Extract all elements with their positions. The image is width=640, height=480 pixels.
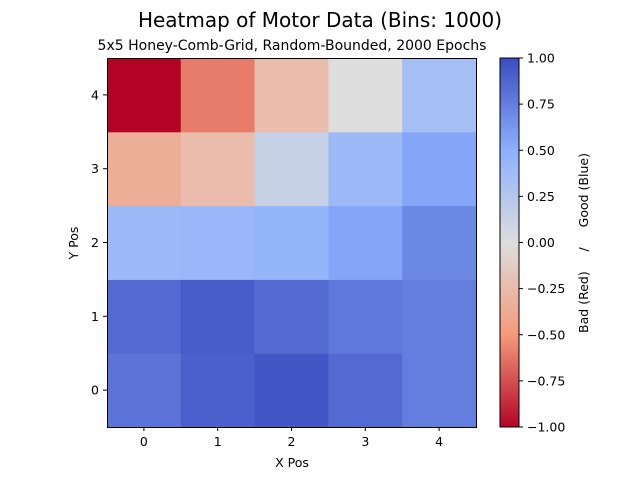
colorbar-label: Bad (Red) / Good (Blue) (576, 153, 591, 333)
heatmap-cell (107, 279, 182, 354)
heatmap-cell (180, 205, 256, 280)
x-tick-label: 2 (288, 434, 296, 449)
colorbar-tick-label: 1.00 (527, 51, 555, 66)
heatmap-cell (180, 279, 256, 354)
colorbar-tick-label: −0.75 (527, 373, 565, 388)
colorbar-tick-label: −0.25 (527, 281, 565, 296)
heatmap-cell (402, 205, 477, 280)
heatmap-cell (328, 205, 403, 280)
y-tick-label: 0 (91, 383, 99, 398)
y-tick-label: 2 (91, 235, 99, 250)
heatmap-cell (254, 279, 329, 354)
colorbar-tick-label: 0.75 (527, 97, 555, 112)
heatmap-cell (402, 353, 477, 428)
heatmap-cell (328, 58, 403, 133)
y-tick-label: 4 (91, 87, 99, 102)
colorbar-tick-label: −1.00 (527, 420, 565, 435)
heatmap-cell (328, 131, 403, 207)
heatmap-cell (402, 58, 477, 133)
colorbar-axis: −1.00 −0.75 −0.50 −0.25 0.00 0.25 0.50 0.75 1.00 (519, 51, 565, 435)
heatmap-cell (254, 131, 329, 207)
x-axis-label: X Pos (275, 455, 309, 470)
colorbar-tick-label: −0.50 (527, 327, 565, 342)
y-axis: 0 1 2 3 4 (91, 87, 107, 398)
heatmap-cell (107, 58, 182, 133)
x-tick-label: 0 (140, 434, 148, 449)
colorbar (499, 57, 520, 428)
colorbar-tick-label: 0.50 (527, 143, 555, 158)
colorbar-tick-label: 0.00 (527, 235, 555, 250)
heatmap-cell (107, 131, 182, 207)
heatmap-cell (402, 131, 477, 207)
heatmap-cell (254, 58, 329, 133)
x-tick-label: 4 (435, 434, 443, 449)
x-tick-label: 1 (214, 434, 222, 449)
heatmap-cell (254, 205, 329, 280)
heatmap-cell (180, 131, 256, 207)
heatmap-cell (180, 353, 256, 428)
y-tick-label: 1 (91, 309, 99, 324)
heatmap-cell (180, 58, 256, 133)
chart-subtitle: 5x5 Honey-Comb-Grid, Random-Bounded, 200… (98, 38, 487, 54)
heatmap-cell (107, 205, 182, 280)
heatmap-cells (107, 58, 477, 428)
heatmap-cell (402, 279, 477, 354)
x-axis: 0 1 2 3 4 (140, 427, 443, 449)
y-tick-label: 3 (91, 161, 99, 176)
heatmap-cell (328, 279, 403, 354)
chart-title: Heatmap of Motor Data (Bins: 1000) (138, 8, 502, 32)
colorbar-tick-label: 0.25 (527, 189, 555, 204)
heatmap-cell (328, 353, 403, 428)
y-axis-label: Y Pos (66, 227, 81, 261)
heatmap-cell (254, 353, 329, 428)
x-tick-label: 3 (361, 434, 369, 449)
heatmap-cell (107, 353, 182, 428)
